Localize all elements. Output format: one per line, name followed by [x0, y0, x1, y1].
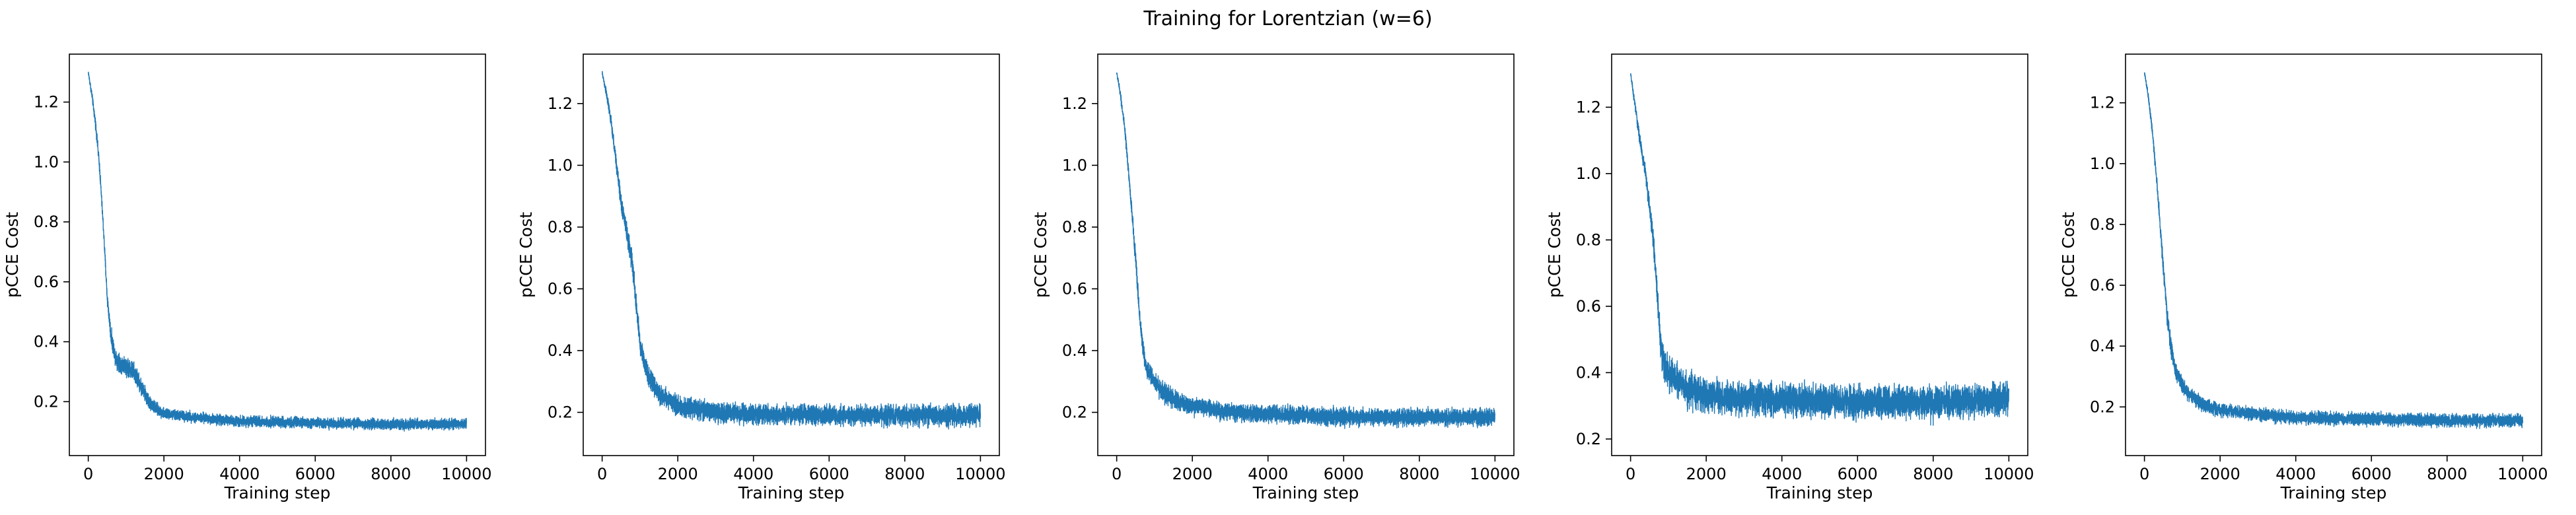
y-axis-label: pCCE Cost [1545, 212, 1564, 298]
x-tick-label: 2000 [1686, 465, 1727, 483]
x-tick-label: 2000 [2200, 465, 2240, 483]
y-tick-label: 0.2 [1062, 403, 1087, 422]
x-tick-label: 4000 [1762, 465, 1802, 483]
x-tick-label: 8000 [884, 465, 925, 483]
x-tick-label: 10000 [441, 465, 491, 483]
plot-frame [1097, 53, 1515, 456]
y-tick-label: 0.4 [1576, 363, 1601, 382]
plot-frame [583, 53, 1000, 456]
y-tick-label: 0.2 [1576, 430, 1601, 448]
x-axis-label: Training step [224, 483, 331, 502]
plot-frame [1611, 53, 2028, 456]
y-tick-label: 0.8 [2090, 215, 2115, 234]
x-tick-label: 2000 [144, 465, 184, 483]
y-tick-label: 1.0 [2090, 154, 2115, 173]
y-tick-label: 0.2 [548, 403, 573, 422]
x-tick-label: 4000 [2275, 465, 2316, 483]
y-axis-label: pCCE Cost [1031, 212, 1050, 298]
series-line [2143, 72, 2524, 429]
x-tick-label: 10000 [2497, 465, 2548, 483]
chart-panel-3: 0 2000 4000 6000 8000 10000 0.2 0.4 0.6 0.8 1.0 1.2… [1031, 53, 1521, 502]
x-axis-label: Training step [1252, 483, 1359, 502]
plot-frame [2125, 53, 2542, 456]
x-tick-label: 8000 [1399, 465, 1439, 483]
y-tick-label: 0.4 [34, 333, 59, 351]
x-tick-label: 6000 [1324, 465, 1364, 483]
x-tick-label: 4000 [733, 465, 773, 483]
x-tick-label: 6000 [1838, 465, 1878, 483]
x-tick-label: 4000 [1248, 465, 1288, 483]
x-tick-label: 10000 [955, 465, 1005, 483]
y-tick-label: 0.8 [548, 218, 573, 236]
x-tick-label: 0 [597, 465, 607, 483]
x-tick-label: 6000 [2351, 465, 2392, 483]
y-tick-label: 0.4 [548, 341, 573, 360]
y-tick-label: 0.8 [34, 213, 59, 231]
series-line [601, 71, 982, 430]
x-tick-label: 6000 [809, 465, 849, 483]
y-axis-label: pCCE Cost [3, 212, 22, 298]
x-tick-label: 2000 [658, 465, 698, 483]
y-tick-label: 0.8 [1576, 230, 1601, 249]
chart-panel-5: 0 2000 4000 6000 8000 10000 0.2 0.4 0.6 0.8 1.0 1.2… [2059, 53, 2548, 502]
x-tick-label: 10000 [1470, 465, 1520, 483]
y-tick-label: 0.4 [1062, 341, 1087, 360]
plot-frame [69, 53, 486, 456]
y-axis-label: pCCE Cost [2059, 212, 2078, 298]
y-tick-label: 0.2 [34, 392, 59, 411]
chart-panel-1: 0 2000 4000 6000 8000 10000 0.2 0.4 0.6 0.8 1.0 1.2… [3, 53, 492, 502]
x-axis-label: Training step [2280, 483, 2387, 502]
y-tick-label: 1.0 [1062, 156, 1087, 174]
y-tick-label: 0.6 [548, 279, 573, 298]
series-line [1116, 72, 1496, 429]
y-tick-label: 1.0 [548, 156, 573, 174]
y-tick-label: 0.6 [34, 273, 59, 291]
y-axis-label: pCCE Cost [517, 212, 536, 298]
series-line [87, 71, 468, 432]
x-tick-label: 6000 [295, 465, 336, 483]
x-axis-label: Training step [738, 483, 845, 502]
y-tick-label: 0.4 [2090, 337, 2115, 355]
x-tick-label: 2000 [1172, 465, 1213, 483]
y-tick-label: 1.2 [2090, 94, 2115, 112]
x-tick-label: 0 [1626, 465, 1635, 483]
y-tick-label: 0.6 [1576, 297, 1601, 316]
x-axis-label: Training step [1766, 483, 1873, 502]
y-tick-label: 1.2 [34, 93, 59, 112]
x-tick-label: 8000 [1913, 465, 1953, 483]
y-tick-label: 1.2 [1576, 98, 1601, 116]
x-tick-label: 4000 [219, 465, 260, 483]
y-tick-label: 1.0 [34, 153, 59, 171]
x-tick-label: 8000 [371, 465, 411, 483]
x-tick-label: 8000 [2427, 465, 2467, 483]
y-tick-label: 1.0 [1576, 164, 1601, 183]
figure-title: Training for Lorentzian (w=6) [1143, 7, 1432, 30]
y-tick-label: 0.6 [2090, 276, 2115, 294]
y-tick-label: 1.2 [1062, 94, 1087, 113]
x-tick-label: 0 [1112, 465, 1122, 483]
series-line [1629, 73, 2010, 426]
chart-panel-2: 0 2000 4000 6000 8000 10000 0.2 0.4 0.6 0.8 1.0 1.2… [517, 53, 1006, 502]
x-tick-label: 0 [2139, 465, 2149, 483]
chart-panel-4: 0 2000 4000 6000 8000 10000 0.2 0.4 0.6 0.8 1.0 1.2… [1545, 53, 2034, 502]
y-tick-label: 1.2 [548, 94, 573, 113]
y-tick-label: 0.6 [1062, 279, 1087, 298]
x-tick-label: 0 [83, 465, 93, 483]
y-tick-label: 0.2 [2090, 397, 2115, 416]
x-tick-label: 10000 [1984, 465, 2034, 483]
y-tick-label: 0.8 [1062, 218, 1087, 236]
